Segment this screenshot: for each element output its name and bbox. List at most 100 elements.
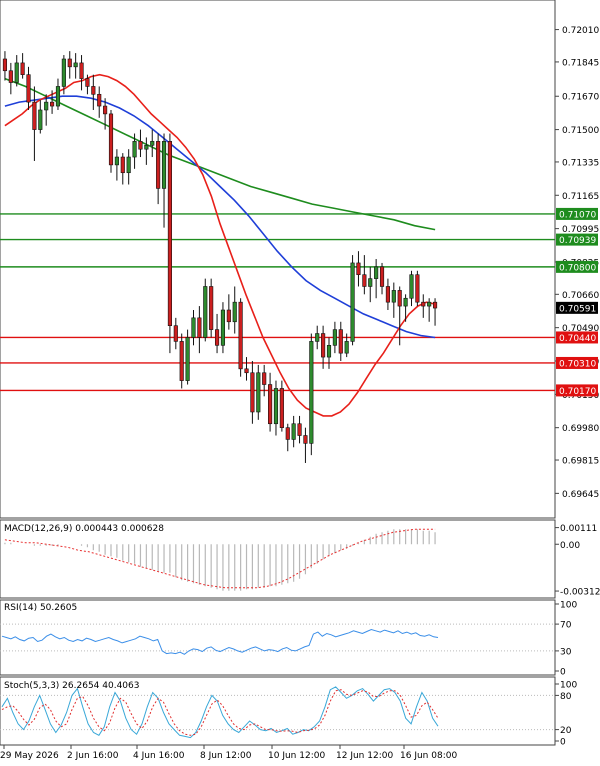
candle-body xyxy=(262,372,267,385)
stoch-panel-frame xyxy=(0,676,556,746)
candle-body xyxy=(273,388,279,425)
candle-body xyxy=(226,309,231,323)
rsi-line xyxy=(1,628,439,655)
candle xyxy=(226,294,231,330)
candle xyxy=(321,325,326,369)
candle xyxy=(409,270,414,307)
price-tick-label: 0.71165 xyxy=(562,192,599,202)
candle xyxy=(273,380,279,436)
candle-body xyxy=(2,58,8,72)
price-tick-label: 0.69980 xyxy=(562,424,599,434)
candle-body xyxy=(79,62,84,79)
candle-body xyxy=(26,74,31,103)
candle xyxy=(167,133,172,354)
candle xyxy=(32,86,37,161)
candle xyxy=(191,310,196,346)
candle-body xyxy=(391,290,396,303)
candle-body xyxy=(232,301,237,323)
x-tick-label: 2 Jun 16:00 xyxy=(67,751,119,761)
candle-body xyxy=(385,286,390,303)
candle-body xyxy=(315,333,320,342)
candle-body xyxy=(244,368,249,374)
candle xyxy=(91,74,96,110)
candle-body xyxy=(179,341,184,381)
price-tick-label: 0.71845 xyxy=(562,58,599,68)
support-level-tag xyxy=(556,331,598,344)
rsi-panel-frame xyxy=(0,599,556,676)
candle-body xyxy=(138,141,143,150)
candle xyxy=(421,294,426,318)
candle xyxy=(415,270,420,307)
candle-body xyxy=(291,423,296,440)
candle xyxy=(374,259,379,299)
price-tick-label: 0.69645 xyxy=(562,490,599,500)
candle-body xyxy=(326,345,332,358)
candle-body xyxy=(144,144,149,150)
price-panel-frame xyxy=(0,0,556,519)
ma-green-line xyxy=(4,77,436,231)
candle-body xyxy=(55,86,61,107)
stoch-label: Stoch(5,3,3) 26.2654 40.4063 xyxy=(4,681,139,691)
candle-body xyxy=(185,337,190,381)
candle-body xyxy=(103,105,108,115)
resistance-level-tag xyxy=(556,233,598,246)
macd-panel-frame xyxy=(0,519,556,599)
x-tick-label: 16 Jun 08:00 xyxy=(400,751,457,761)
candle-body xyxy=(161,141,167,189)
candle-body xyxy=(108,113,114,166)
candle xyxy=(108,109,114,173)
candle xyxy=(338,321,343,361)
resistance-level-tag xyxy=(556,207,598,220)
candle xyxy=(279,380,284,432)
candle xyxy=(362,255,367,295)
x-tick-label: 29 May 2026 xyxy=(0,751,59,761)
current-price-label: 0.70591 xyxy=(559,304,596,314)
macd-signal-line xyxy=(4,528,436,589)
candle-body xyxy=(356,262,361,276)
candle xyxy=(397,286,402,346)
candle-body xyxy=(368,278,373,287)
support-level-tag xyxy=(556,384,598,397)
macd-tick-label: 0.00111 xyxy=(560,524,597,534)
candle xyxy=(156,133,161,205)
stoch-tick-label: 0 xyxy=(560,738,566,748)
support-level-label: 0.70170 xyxy=(559,387,596,397)
candle xyxy=(61,55,66,95)
candle-body xyxy=(214,329,220,346)
candle-body xyxy=(238,301,243,370)
candle-body xyxy=(409,274,414,299)
candle xyxy=(197,306,202,354)
ma-red-line xyxy=(4,73,436,417)
candle xyxy=(150,129,155,158)
candle-body xyxy=(309,341,314,444)
candle-body xyxy=(167,141,172,326)
candle-body xyxy=(397,290,402,307)
candle xyxy=(368,266,373,303)
candle-body xyxy=(297,423,302,436)
candle xyxy=(350,255,355,346)
candle xyxy=(385,278,390,311)
resistance-level-label: 0.71070 xyxy=(559,210,596,220)
candle-body xyxy=(61,58,66,87)
price-tick-label: 0.71500 xyxy=(562,126,599,136)
candle xyxy=(209,278,214,338)
stoch-d-line xyxy=(1,689,439,736)
candle-body xyxy=(38,109,43,130)
candle-body xyxy=(8,70,13,83)
candle-body xyxy=(67,58,72,68)
candle-body xyxy=(432,301,438,309)
candle-body xyxy=(338,329,343,354)
candle xyxy=(161,133,167,228)
candle-body xyxy=(285,427,290,440)
price-tick-label: 0.69815 xyxy=(562,457,599,467)
candle xyxy=(214,313,220,354)
price-tick-label: 0.70995 xyxy=(562,225,599,235)
current-price-tag xyxy=(556,301,598,314)
candle-body xyxy=(32,101,37,130)
macd-label: MACD(12,26,9) 0.000443 0.000628 xyxy=(4,524,164,534)
candle xyxy=(203,278,208,342)
x-tick-label: 10 Jun 12:00 xyxy=(268,751,325,761)
candle-body xyxy=(220,309,226,346)
candle-body xyxy=(203,286,208,338)
